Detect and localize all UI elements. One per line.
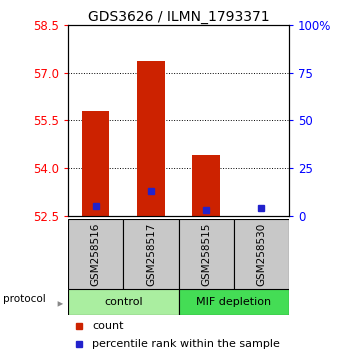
Text: GSM258530: GSM258530 xyxy=(256,222,266,286)
Bar xyxy=(178,219,234,289)
Bar xyxy=(68,289,178,315)
Bar xyxy=(192,155,220,216)
Title: GDS3626 / ILMN_1793371: GDS3626 / ILMN_1793371 xyxy=(88,10,269,24)
Text: GSM258516: GSM258516 xyxy=(91,222,101,286)
Text: GSM258517: GSM258517 xyxy=(146,222,156,286)
Text: MIF depletion: MIF depletion xyxy=(196,297,271,307)
Bar xyxy=(82,111,109,216)
Text: protocol: protocol xyxy=(3,294,46,304)
Bar xyxy=(137,62,165,216)
Bar xyxy=(178,289,289,315)
Bar xyxy=(123,219,178,289)
Text: control: control xyxy=(104,297,142,307)
Text: count: count xyxy=(92,321,124,331)
Text: percentile rank within the sample: percentile rank within the sample xyxy=(92,339,280,349)
Bar xyxy=(68,219,123,289)
Text: GSM258515: GSM258515 xyxy=(201,222,211,286)
Bar xyxy=(234,219,289,289)
